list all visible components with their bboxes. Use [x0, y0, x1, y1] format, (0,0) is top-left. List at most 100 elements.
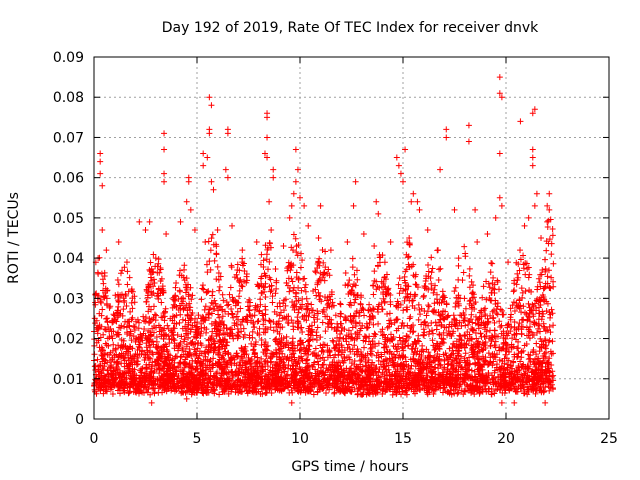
- data-point: [168, 357, 175, 364]
- data-point: [549, 310, 556, 317]
- data-point: [311, 349, 318, 356]
- data-point: [496, 318, 503, 325]
- data-point: [233, 271, 240, 278]
- data-point: [151, 311, 158, 318]
- data-point: [130, 323, 137, 330]
- data-point: [177, 302, 184, 309]
- data-point: [313, 332, 320, 339]
- data-point: [267, 318, 274, 325]
- data-point: [257, 301, 264, 308]
- data-point: [325, 300, 332, 307]
- data-point: [386, 310, 393, 317]
- data-point: [144, 292, 151, 299]
- data-point: [218, 372, 225, 379]
- data-point: [147, 355, 154, 362]
- data-point: [162, 305, 169, 312]
- data-point: [258, 342, 265, 349]
- data-point: [274, 361, 281, 368]
- data-point: [343, 332, 350, 339]
- data-point: [193, 331, 200, 338]
- data-point: [297, 368, 304, 375]
- data-point: [287, 267, 294, 274]
- data-point: [160, 381, 167, 388]
- data-point: [107, 357, 114, 364]
- data-point: [159, 358, 166, 365]
- data-point: [529, 301, 536, 308]
- data-point: [164, 322, 171, 329]
- data-point: [325, 323, 332, 330]
- data-point: [276, 330, 283, 337]
- data-point: [458, 341, 465, 348]
- data-point: [411, 291, 418, 298]
- data-point: [224, 364, 231, 371]
- data-point: [486, 295, 493, 302]
- data-point: [129, 355, 136, 362]
- data-point: [98, 270, 105, 277]
- data-point: [95, 385, 102, 392]
- data-point: [337, 300, 344, 307]
- data-point: [440, 351, 447, 358]
- data-point: [110, 367, 117, 374]
- data-point: [329, 359, 336, 366]
- data-point: [160, 362, 167, 369]
- data-point: [173, 320, 180, 327]
- data-point: [540, 285, 547, 292]
- data-point: [410, 356, 417, 363]
- data-point: [181, 336, 188, 343]
- data-point: [429, 265, 436, 272]
- data-point: [149, 269, 156, 276]
- data-point: [111, 359, 118, 366]
- data-point: [144, 389, 151, 396]
- data-point: [548, 361, 555, 368]
- data-point: [487, 343, 494, 350]
- data-point: [489, 260, 496, 267]
- data-point: [507, 305, 514, 312]
- data-point: [273, 311, 280, 318]
- data-point: [126, 332, 133, 339]
- data-point: [336, 340, 343, 347]
- data-point: [243, 383, 250, 390]
- data-point: [514, 270, 521, 277]
- data-point: [491, 319, 498, 326]
- data-point: [216, 287, 223, 294]
- data-point: [547, 285, 554, 292]
- data-point: [117, 344, 124, 351]
- data-point: [350, 314, 357, 321]
- data-point: [530, 332, 537, 339]
- data-point: [425, 262, 432, 269]
- data-point: [247, 312, 254, 319]
- data-point: [396, 275, 403, 282]
- data-point: [290, 350, 297, 357]
- data-point: [139, 365, 146, 372]
- data-point: [468, 345, 475, 352]
- data-point: [325, 266, 332, 273]
- data-point: [541, 387, 548, 394]
- data-point: [443, 300, 450, 307]
- data-point: [402, 354, 409, 361]
- data-point: [210, 241, 217, 248]
- data-point: [483, 328, 490, 335]
- data-point: [256, 325, 263, 332]
- data-point: [534, 286, 541, 293]
- data-point: [397, 285, 404, 292]
- data-point: [346, 277, 353, 284]
- data-point: [470, 351, 477, 358]
- data-point: [420, 326, 427, 333]
- data-point: [331, 377, 338, 384]
- data-point: [289, 278, 296, 285]
- data-point: [186, 306, 193, 313]
- data-point: [400, 323, 407, 330]
- data-point: [399, 335, 406, 342]
- data-point: [354, 276, 361, 283]
- data-point: [513, 388, 520, 395]
- data-point: [365, 359, 372, 366]
- data-point: [246, 334, 253, 341]
- data-point: [220, 297, 227, 304]
- data-point: [251, 324, 258, 331]
- data-point: [485, 280, 492, 287]
- data-point: [195, 312, 202, 319]
- data-point: [379, 332, 386, 339]
- data-point: [98, 351, 105, 358]
- data-point: [292, 289, 299, 296]
- data-point: [376, 383, 383, 390]
